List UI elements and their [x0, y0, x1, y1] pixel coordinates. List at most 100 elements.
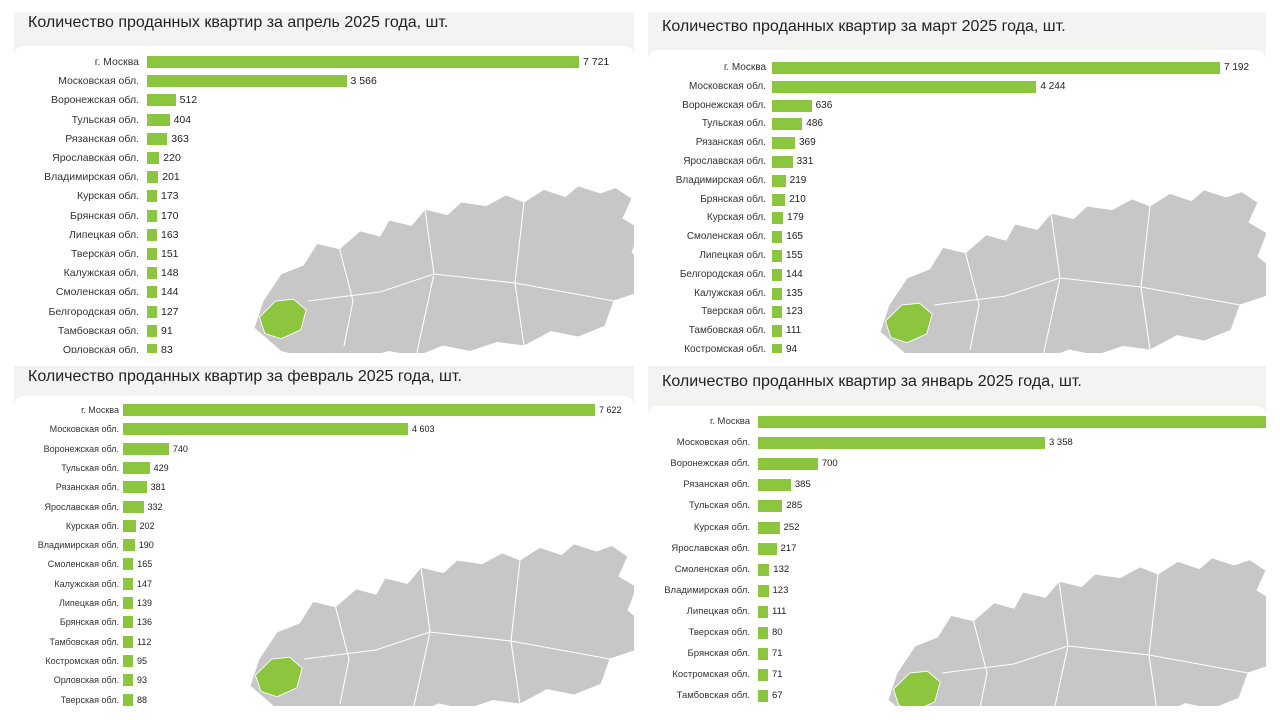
bar: [772, 118, 803, 131]
bar: [147, 267, 157, 280]
category-label: Липецкая обл.: [59, 598, 119, 608]
bar-row: Костромская обл. 95: [14, 653, 634, 669]
category-label: Тульская обл.: [701, 118, 766, 130]
bar: [123, 481, 147, 494]
bar: [147, 228, 157, 241]
category-label: Калужская обл.: [694, 287, 766, 299]
value-label: 170: [161, 209, 179, 222]
value-label: 201: [162, 171, 180, 184]
value-label: 3 566: [350, 75, 377, 88]
value-label: 7 192: [1224, 62, 1250, 73]
value-label: 385: [794, 479, 811, 491]
category-label: Московская обл.: [688, 80, 766, 92]
category-label: г. Москва: [709, 416, 750, 427]
category-label: Калужская обл.: [54, 578, 119, 589]
bar: [758, 584, 769, 597]
bar: [772, 193, 786, 206]
bar: [758, 500, 783, 513]
category-label: Владимирская обл.: [664, 584, 750, 596]
bar: [758, 479, 791, 492]
value-label: 165: [786, 231, 803, 243]
category-label: Воронежская обл.: [682, 99, 766, 111]
category-label: Костромская обл.: [672, 669, 750, 681]
bar-row: Смоленская обл. 144: [14, 284, 634, 300]
category-label: г. Москва: [94, 56, 139, 68]
value-label: 111: [772, 605, 787, 617]
value-label: 700: [821, 458, 838, 470]
bar: [147, 152, 160, 164]
category-label: Смоленская обл.: [55, 286, 139, 299]
bar: [147, 209, 157, 222]
value-label: 404: [173, 113, 192, 126]
bar: [123, 674, 133, 687]
value-label: 217: [780, 542, 797, 554]
bar: [772, 231, 783, 244]
bar-row: Брянская обл. 170: [14, 208, 634, 224]
category-label: Тульская обл.: [689, 500, 750, 512]
bar-row: Тульская обл. 404: [14, 112, 634, 128]
bar: [123, 654, 133, 667]
bar: [758, 563, 770, 576]
bar: [758, 669, 768, 682]
bar-row: Тверская обл. 80: [648, 625, 1266, 641]
bar-row: Тамбовская обл. 112: [14, 634, 634, 650]
panel-january: Количество проданных квартир за январь 2…: [648, 366, 1266, 706]
bar-row: Рязанская обл. 369: [648, 135, 1266, 151]
chart-card: г. Москва Московская обл. 3 358 Воронежская…: [648, 406, 1266, 706]
category-label: Тверская обл.: [70, 248, 139, 260]
region-border: [933, 277, 1241, 306]
bar: [123, 442, 169, 455]
bar-row: г. Москва 7 721: [14, 54, 634, 70]
central-region-highlight: [884, 302, 933, 344]
category-label: Ярославская обл.: [671, 542, 750, 554]
value-label: 285: [786, 500, 803, 512]
category-label: Курская обл.: [693, 521, 750, 533]
value-label: 331: [796, 156, 814, 167]
category-label: Тверская обл.: [688, 627, 750, 638]
category-label: Брянская обл.: [687, 648, 750, 660]
category-label: Брянская обл.: [69, 209, 139, 222]
category-label: Липецкая обл.: [699, 250, 766, 261]
value-label: 123: [772, 584, 789, 596]
russia-territory: [879, 189, 1266, 353]
category-label: Воронежская обл.: [43, 443, 119, 454]
panel-march: Количество проданных квартир за март 202…: [648, 12, 1266, 353]
category-label: Смоленская обл.: [674, 563, 750, 575]
category-label: Ярославская обл.: [52, 152, 139, 164]
value-label: 139: [137, 598, 153, 608]
bar-row: Владимирская обл. 201: [14, 169, 634, 185]
bar: [147, 94, 176, 107]
category-label: Ярославская обл.: [683, 156, 766, 167]
bar: [147, 344, 157, 353]
value-label: 88: [137, 694, 148, 705]
value-label: 155: [786, 250, 803, 261]
central-region-highlight: [258, 298, 307, 340]
bar: [758, 458, 818, 471]
bar-row: г. Москва 7 192: [648, 60, 1266, 76]
bar-row: Смоленская обл. 165: [648, 229, 1266, 245]
bar: [123, 693, 133, 706]
category-label: Тамбовская обл.: [676, 690, 750, 702]
category-label: Костромская обл.: [45, 655, 119, 666]
bar-row: г. Москва: [648, 414, 1266, 430]
value-label: 381: [150, 482, 166, 493]
bar-row: Тамбовская обл. 91: [14, 323, 634, 339]
value-label: 210: [789, 193, 806, 205]
central-region-highlight: [892, 670, 941, 706]
value-label: 83: [161, 344, 173, 353]
panel-title: Количество проданных квартир за апрель 2…: [28, 14, 449, 31]
bar: [147, 171, 159, 184]
value-label: 512: [179, 94, 198, 107]
bar-row: г. Москва 7 622: [14, 402, 634, 418]
bar-row: Воронежская обл. 700: [648, 456, 1266, 472]
bar-row: Рязанская обл. 385: [648, 477, 1266, 493]
bar-row: Рязанская обл. 363: [14, 131, 634, 147]
bar-row: Владимирская обл. 219: [648, 173, 1266, 189]
bar-row: Воронежская обл. 740: [14, 441, 634, 457]
category-label: Липецкая обл.: [69, 228, 139, 241]
bar-row: Брянская обл. 136: [14, 614, 634, 630]
bar-row: Рязанская обл. 381: [14, 479, 634, 495]
value-label: 151: [161, 248, 179, 260]
category-label: Московская обл.: [676, 437, 750, 449]
category-label: Курская обл.: [65, 520, 119, 531]
